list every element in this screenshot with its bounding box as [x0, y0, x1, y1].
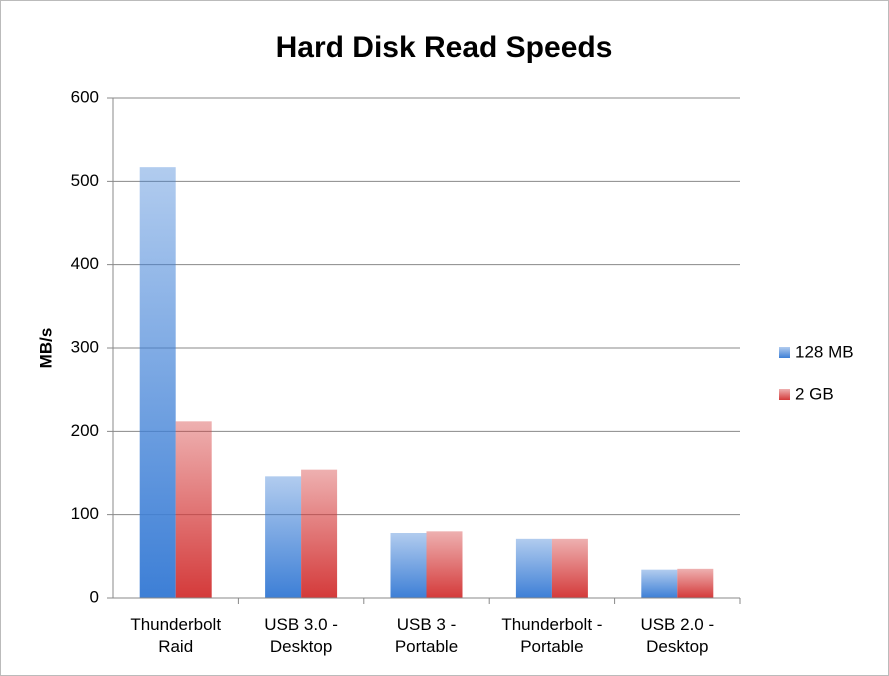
y-tick-label: 200: [71, 421, 99, 440]
bar: [426, 531, 463, 598]
x-tick-label: Thunderbolt - Portable: [501, 615, 603, 656]
y-tick-label: 0: [90, 587, 99, 606]
y-tick-label: 600: [71, 87, 99, 106]
bar: [301, 469, 338, 598]
bar: [551, 538, 588, 598]
bar: [641, 569, 678, 598]
x-tick-label: USB 2.0 - Desktop: [640, 615, 715, 656]
x-tick-label: USB 3 - Portable: [394, 615, 459, 656]
y-tick-label: 300: [71, 337, 99, 356]
legend-swatch: [779, 347, 790, 358]
chart-title: Hard Disk Read Speeds: [276, 31, 613, 64]
bar: [677, 568, 714, 598]
x-tick-label: Thunderbolt Raid: [130, 615, 222, 656]
y-axis-label: MB/s: [36, 328, 55, 369]
legend-label: 128 MB: [795, 342, 854, 361]
legend-swatch: [779, 389, 790, 400]
legend-label: 2 GB: [795, 384, 834, 403]
bar: [265, 476, 302, 598]
bar: [139, 167, 176, 598]
bar: [175, 421, 212, 598]
y-tick-label: 400: [71, 254, 99, 273]
y-tick-label: 100: [71, 504, 99, 523]
x-tick-label: USB 3.0 - Desktop: [264, 615, 338, 656]
bar: [390, 533, 427, 598]
bar: [515, 538, 552, 598]
y-tick-label: 500: [71, 171, 99, 190]
